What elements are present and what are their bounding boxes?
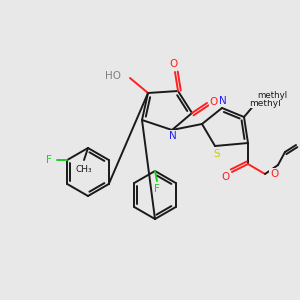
Text: O: O [270, 169, 278, 179]
Text: F: F [46, 155, 52, 165]
Text: methyl: methyl [257, 91, 287, 100]
Text: CH₃: CH₃ [76, 164, 92, 173]
Text: N: N [219, 96, 227, 106]
Text: F: F [154, 184, 160, 194]
Text: HO: HO [105, 71, 121, 81]
Text: O: O [210, 97, 218, 107]
Text: O: O [170, 59, 178, 69]
Text: N: N [169, 131, 177, 141]
Text: S: S [214, 149, 220, 159]
Text: methyl: methyl [249, 98, 281, 107]
Text: O: O [222, 172, 230, 182]
